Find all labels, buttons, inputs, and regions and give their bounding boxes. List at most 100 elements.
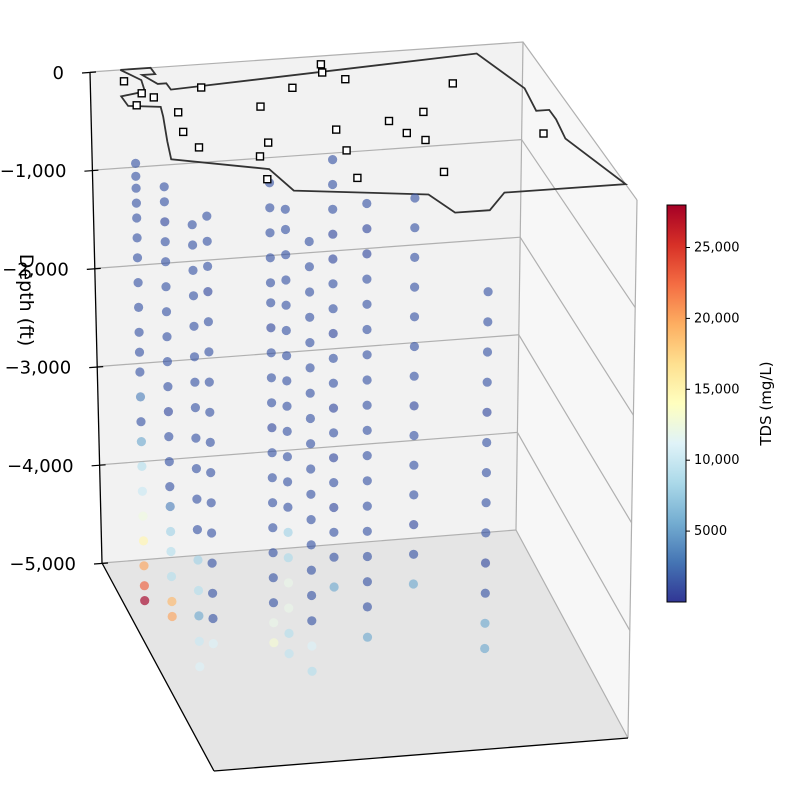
tds-sample-point	[409, 371, 419, 381]
tds-sample-point	[192, 494, 202, 504]
tds-sample-point	[282, 401, 292, 411]
wellhead-marker	[448, 79, 457, 88]
tds-sample-point	[362, 425, 372, 435]
x-axis-line	[101, 562, 215, 772]
tds-sample-point	[134, 347, 145, 357]
tds-sample-point	[267, 398, 277, 408]
tds-sample-point	[266, 373, 276, 383]
tds-sample-point	[306, 489, 316, 499]
wellhead-marker	[194, 143, 204, 152]
tds-sample-point	[138, 536, 149, 546]
tds-sample-point	[132, 233, 142, 243]
depth-tick-labels: 0 −1,000 −2,000 −3,000 −4,000 −5,000	[0, 63, 109, 575]
depth-tick-mark	[89, 366, 104, 369]
tds-sample-point	[134, 302, 144, 312]
colorbar-title: TDS (mg/L)	[757, 361, 775, 446]
tds-sample-point	[328, 179, 338, 190]
tds-sample-point	[205, 437, 215, 447]
wellhead-marker	[402, 128, 411, 138]
tds-sample-point	[482, 377, 492, 387]
tds-sample-point	[284, 649, 294, 659]
depth-tick-label: −1,000	[0, 161, 66, 182]
tds-sample-point	[409, 520, 419, 530]
tds-sample-point	[328, 328, 338, 339]
tds-sample-point	[305, 338, 315, 348]
tds-sample-point	[483, 287, 493, 297]
tds-sample-point	[329, 552, 339, 562]
tds-sample-point	[281, 300, 291, 310]
tds-sample-point	[362, 476, 372, 486]
tds-sample-point	[188, 291, 199, 301]
tds-sample-point	[265, 278, 276, 288]
tds-sample-point	[207, 558, 217, 568]
tds-sample-point	[409, 490, 419, 500]
tds-sample-point	[268, 548, 278, 558]
tds-sample-point	[191, 433, 201, 443]
tds-sample-point	[164, 457, 174, 467]
tds-sample-point	[482, 407, 492, 417]
tds-sample-point	[265, 203, 275, 213]
depth-tick-mark	[84, 169, 99, 172]
wellhead-marker	[316, 60, 326, 69]
tds-sample-point	[362, 451, 372, 461]
tds-sample-point	[160, 237, 170, 247]
tds-sample-point	[267, 423, 277, 433]
tds-sample-point	[167, 596, 177, 607]
y-axis-line	[213, 737, 629, 772]
depth-tick-label: −4,000	[7, 456, 74, 477]
tds-sample-point	[187, 220, 197, 230]
tds-sample-point	[283, 502, 293, 512]
tds-sample-point	[267, 473, 277, 483]
tds-sample-point	[306, 540, 316, 550]
tds-sample-point	[305, 287, 315, 297]
tds-sample-point	[136, 437, 146, 447]
depth-tick-mark	[93, 562, 109, 565]
tds-sample-point	[265, 253, 275, 263]
tds-sample-point	[305, 363, 315, 373]
tds-sample-point	[164, 432, 174, 442]
depth-tick-label: −3,000	[5, 358, 72, 379]
tds-sample-point	[266, 323, 276, 333]
wellhead-marker	[332, 125, 341, 134]
tds-sample-point	[306, 515, 316, 525]
depth-tick-label: −5,000	[9, 554, 76, 575]
tds-sample-point	[328, 229, 338, 239]
tds-sample-point	[409, 430, 419, 441]
tds-sample-point	[203, 261, 213, 271]
tds-sample-point	[283, 553, 293, 563]
tds-sample-point	[280, 224, 291, 235]
tds-sample-point	[188, 265, 198, 275]
tds-sample-point	[166, 546, 176, 557]
colorbar: 5000 10,000 15,000 20,000 25,000 TDS (mg/L)	[666, 204, 775, 603]
tds-sample-point	[268, 598, 279, 608]
depth-gridlines	[89, 41, 638, 739]
tds-sample-point	[481, 528, 491, 538]
tds-sample-point	[208, 639, 218, 649]
tds-sample-point	[307, 590, 317, 601]
tds-sample-point	[480, 558, 491, 568]
tds-sample-point	[306, 464, 316, 474]
tds-sample-point	[362, 224, 372, 234]
tds-sample-point	[329, 453, 339, 463]
tds-sample-point	[139, 581, 149, 591]
axis-lines	[89, 71, 629, 772]
wellhead-marker	[264, 138, 273, 147]
depth-tick-mark	[91, 464, 106, 467]
tds-sample-point	[267, 448, 277, 458]
tds-sample-point	[208, 588, 218, 598]
back-corner-edge	[515, 41, 524, 531]
tds-sample-point	[207, 528, 217, 538]
tds-sample-point	[328, 378, 338, 388]
tds-sample-point	[203, 317, 213, 327]
tds-sample-point	[283, 527, 293, 538]
tds-sample-point	[409, 460, 419, 470]
tds-sample-point	[329, 527, 339, 537]
tds-sample-point	[189, 321, 199, 331]
tds-sample-point	[362, 400, 372, 410]
tds-sample-point	[306, 439, 316, 449]
depth-tick-mark	[81, 71, 97, 74]
tds-sample-point	[410, 282, 420, 292]
tds-sample-point	[159, 197, 169, 207]
tds-sample-point	[482, 437, 492, 448]
tds-sample-point	[409, 401, 419, 411]
